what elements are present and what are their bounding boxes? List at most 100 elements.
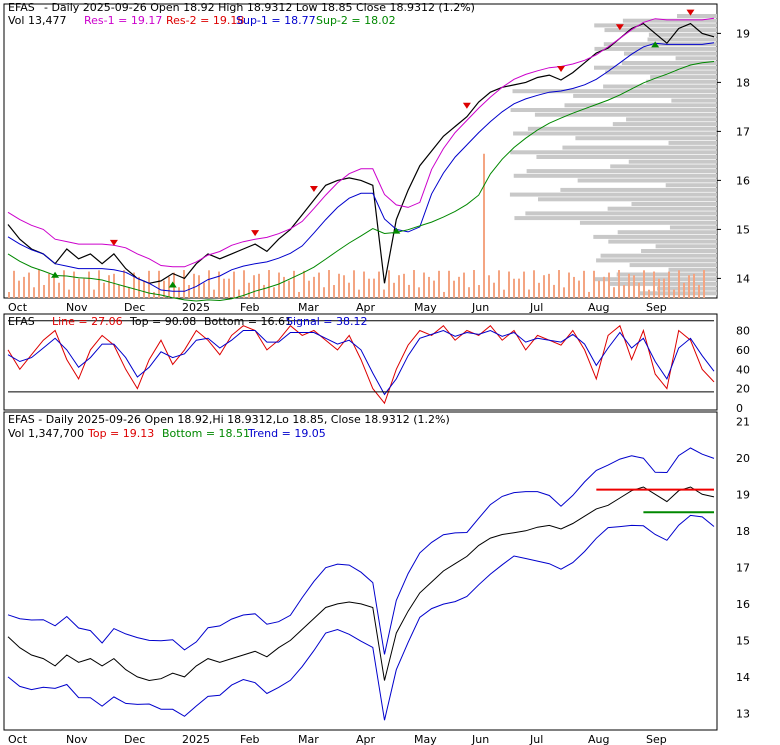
volume-bar [563,287,565,298]
volume-bar [53,275,55,298]
volume-bar [143,280,145,298]
volume-bar [483,153,485,298]
trend-top-label: Top = 19.13 [87,427,154,440]
volume-bar [438,270,440,298]
volume-profile-bar [573,93,717,98]
trend-x-label: Sep [646,733,667,745]
volume-bar [313,276,315,298]
volume-bar [23,276,25,298]
volume-profile-bar [623,51,717,56]
price-lines [7,17,715,302]
volume-bar [203,282,205,298]
volume-bar [318,272,320,298]
volume-bar [573,276,575,298]
volume-bar [568,272,570,298]
volume-profile-bar [525,211,717,216]
volume-profile-bar [647,37,717,42]
volume-bar [233,271,235,298]
volume-bar [653,271,655,298]
trend-y-tick-21: 21 [736,415,750,428]
volume-bar [503,289,505,298]
price-x-label: Nov [66,301,88,314]
volume-bar [383,289,385,298]
price-y-tick-16: 16 [736,174,750,187]
stoch-line-label: Line = 27.06 [52,315,123,328]
stoch-bottom-label: Bottom = 16.61 [204,315,292,328]
trend-price-line [7,486,715,682]
trend-lower-band [7,514,715,721]
volume-bar [428,276,430,298]
volume-bar [613,287,615,298]
volume-bar [13,270,15,298]
price-x-label: Jul [529,301,543,314]
volume-profile-bar [605,70,717,75]
volume-bar [38,270,40,298]
volume-profile-bar [510,150,717,155]
volume-bar [478,285,480,298]
volume-profile-bar [668,267,717,272]
volume-bar [403,273,405,298]
volume-bar [418,287,420,298]
volume-profile-bar [514,216,717,221]
trend-upper-band [7,447,715,655]
sup1-label: Sup-1 = 18.77 [236,14,316,27]
volume-bar [358,289,360,298]
volume-profile-bar [648,32,717,37]
axis-ticks: 14 15 16 17 18 19 Oct Oct Nov Nov Dec Dec 2025 2025 Fe… [8,27,750,745]
volume-bar [378,271,380,298]
volume-bar [533,270,535,298]
volume-bar [208,270,210,298]
volume-bar [228,278,230,298]
stoch-y-tick-40: 40 [736,363,750,376]
stoch-signal-line [7,329,715,396]
volume-profile-bar [631,202,717,206]
volume-profile-bar [668,140,717,145]
trend-bottom-label: Bottom = 18.51 [162,427,250,440]
volume-bar [648,289,650,298]
price-y-tick-15: 15 [736,223,750,236]
volume-bar [598,280,600,298]
stoch-signal-label: Signal = 38.12 [286,315,368,328]
price-y-tick-14: 14 [736,272,750,285]
volume-bar [198,275,200,298]
volume-bar [593,270,595,298]
volume-bar [473,270,475,298]
volume-bar [288,280,290,298]
volume-profile-bar [677,14,717,18]
volume-bar [73,271,75,298]
volume-bar [638,282,640,298]
volume-bar [328,270,330,298]
price-x-label: Aug [588,301,609,314]
volume-bar [448,270,450,298]
volume-bar [98,270,100,298]
volume-bar [8,292,10,298]
volume-profile-bar [538,197,717,202]
trend-y-tick-15: 15 [736,634,750,647]
trend-lines [7,447,715,721]
volume-bar [18,280,20,298]
trend-x-label: 2025 [182,733,210,745]
volume-bar [623,285,625,298]
volume-profile-bar [513,173,717,178]
sell-arrow [686,9,695,16]
price-x-label: Feb [240,301,259,314]
volume-bar [603,276,605,298]
volume-bar [618,270,620,298]
volume-profile-bar [577,178,717,183]
volume-bar [78,278,80,298]
volume-bar [688,275,690,298]
price-y-tick-19: 19 [736,27,750,40]
volume-bar [188,284,190,298]
volume-bar [123,270,125,298]
volume-bar [458,276,460,298]
price-close-line [7,22,715,284]
volume-bar [363,271,365,298]
volume-bar [148,270,150,298]
volume-profile-bar [655,244,717,249]
price-y-tick-17: 17 [736,125,750,138]
stoch-y-tick-80: 80 [736,325,750,338]
volume-bar [628,273,630,298]
volume-bar [668,271,670,298]
price-arrows [51,9,695,288]
volume-bar [658,278,660,298]
